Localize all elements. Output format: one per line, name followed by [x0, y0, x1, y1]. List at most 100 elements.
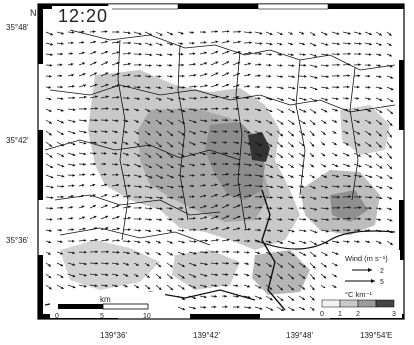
- wind-arrow-head: [149, 218, 152, 221]
- wind-arrow-head: [127, 96, 130, 100]
- wind-arrow-head: [280, 287, 283, 291]
- wind-arrow-head: [214, 194, 218, 197]
- wind-arrow-head: [323, 121, 327, 124]
- wind-arrow-head: [169, 229, 173, 233]
- wind-arrow-head: [60, 263, 64, 267]
- wind-arrow-head: [303, 206, 306, 210]
- wind-arrow-head: [237, 183, 241, 187]
- wind-arrow-head: [258, 108, 261, 112]
- wind-arrow-head: [280, 276, 283, 280]
- wind-arrow-head: [215, 215, 219, 219]
- wind-arrow-head: [258, 217, 262, 221]
- wind-arrow-head: [135, 274, 139, 277]
- wind-arrow-head: [313, 254, 317, 257]
- wind-arrow-head: [72, 120, 76, 123]
- wind-arrow-head: [269, 287, 273, 290]
- wind-arrow-head: [126, 262, 129, 266]
- wind-arrow-head: [116, 183, 119, 187]
- wind-arrow-head: [170, 196, 174, 199]
- wind-arrow-head: [314, 230, 318, 234]
- wind-arrow-head: [246, 107, 250, 111]
- wind-arrow-head: [247, 130, 251, 134]
- wind-arrow-head: [193, 73, 197, 77]
- wind-arrow-head: [312, 186, 316, 189]
- wind-arrow-head: [280, 144, 283, 148]
- wind-arrow-head: [147, 86, 151, 89]
- wind-arrow-head: [104, 194, 108, 197]
- wind-arrow-head: [303, 229, 307, 233]
- wind-arrow-head: [170, 133, 174, 137]
- wind-arrow-head: [181, 174, 185, 178]
- wind-arrow-head: [159, 33, 163, 36]
- wind-arrow-head: [182, 297, 185, 300]
- wind-arrow-head: [379, 196, 383, 200]
- wind-arrow-head: [72, 108, 76, 112]
- wind-arrow-head: [114, 152, 118, 155]
- wind-arrow-head: [216, 238, 219, 242]
- wind-arrow-head: [95, 107, 98, 110]
- wind-arrow-head: [59, 74, 63, 78]
- wind-arrow-head: [337, 42, 340, 46]
- wind-arrow-head: [95, 95, 98, 99]
- wind-arrow-head: [247, 85, 250, 88]
- wind-arrow-head: [149, 33, 153, 36]
- wind-legend-value: 2: [380, 268, 384, 275]
- wind-arrow-head: [378, 64, 381, 67]
- wind-arrow-head: [280, 110, 284, 113]
- wind-arrow-head: [159, 64, 162, 67]
- wind-arrow-head: [226, 95, 229, 99]
- wind-arrow-head: [169, 53, 173, 56]
- wind-arrow-head: [193, 306, 196, 310]
- wind-arrow-head: [325, 98, 329, 101]
- wind-arrow-head: [268, 240, 272, 244]
- wind-arrow-head: [269, 206, 273, 210]
- wind-arrow-head: [303, 53, 306, 56]
- wind-arrow-head: [224, 284, 228, 287]
- wind-arrow-head: [235, 130, 239, 133]
- wind-arrow-head: [290, 155, 294, 158]
- wind-arrow-head: [312, 265, 316, 269]
- wind-arrow-head: [388, 33, 392, 36]
- wind-arrow-head: [192, 142, 196, 146]
- wind-arrow-head: [337, 229, 340, 232]
- wind-arrow-head: [104, 173, 107, 176]
- wind-arrow-head: [369, 32, 372, 36]
- wind-arrow-head: [238, 40, 241, 44]
- wind-arrow-head: [116, 262, 119, 266]
- wind-arrow-head: [50, 53, 53, 56]
- wind-arrow-head: [389, 123, 393, 126]
- wind-arrow-head: [204, 274, 208, 277]
- wind-arrow-head: [215, 50, 219, 54]
- wind-arrow-head: [81, 30, 85, 34]
- lat-label: 35°48': [6, 23, 29, 32]
- wind-arrow-head: [290, 32, 293, 35]
- wind-arrow-head: [369, 206, 372, 210]
- wind-arrow-head: [60, 132, 64, 135]
- wind-arrow-head: [237, 305, 240, 309]
- wind-arrow-head: [303, 98, 307, 101]
- wind-arrow-head: [347, 74, 350, 77]
- wind-arrow-head: [314, 65, 318, 68]
- wind-arrow-head: [205, 84, 208, 88]
- wind-vector-field: [45, 30, 394, 312]
- wind-arrow-head: [158, 264, 162, 267]
- wind-arrow-head: [148, 155, 152, 158]
- wind-arrow-head: [345, 108, 349, 112]
- wind-arrow-head: [181, 185, 184, 188]
- wind-arrow-head: [116, 216, 120, 219]
- wind-arrow-head: [95, 238, 98, 242]
- lon-label: 139°36': [100, 331, 127, 340]
- wind-arrow-head: [204, 216, 208, 219]
- wind-arrow-head: [226, 204, 230, 207]
- wind-arrow-head: [72, 142, 76, 146]
- wind-arrow-head: [324, 109, 328, 113]
- wind-arrow-head: [82, 173, 86, 177]
- wind-arrow-head: [312, 122, 316, 125]
- wind-arrow-head: [359, 42, 362, 45]
- wind-arrow-head: [314, 242, 317, 245]
- wind-arrow-head: [181, 132, 185, 136]
- wind-arrow-head: [158, 276, 162, 279]
- wind-arrow-head: [204, 227, 208, 231]
- wind-arrow-head: [159, 218, 162, 221]
- wind-arrow-head: [49, 74, 52, 78]
